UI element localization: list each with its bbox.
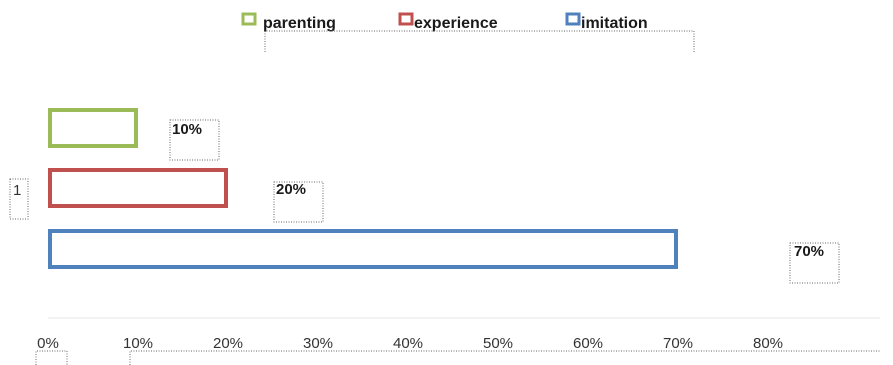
legend-label-parenting: parenting bbox=[263, 15, 336, 32]
legend-swatch-experience bbox=[398, 12, 414, 26]
data-label-experience: 20% bbox=[276, 181, 306, 198]
x-tick-label: 20% bbox=[213, 335, 243, 352]
x-tick-label: 50% bbox=[483, 335, 513, 352]
data-label-frame-experience bbox=[273, 181, 324, 223]
bar-parenting bbox=[48, 108, 138, 148]
x-tick-label: 0% bbox=[37, 335, 59, 352]
bar-imitation bbox=[48, 229, 678, 269]
legend: parenting experience imitation bbox=[241, 12, 695, 52]
data-label-frame-parenting bbox=[169, 119, 220, 161]
x-tick-frame bbox=[129, 350, 880, 365]
bar-experience bbox=[48, 168, 228, 208]
x-tick-label: 80% bbox=[753, 335, 783, 352]
legend-swatch-parenting bbox=[241, 12, 257, 26]
x-tick-label: 40% bbox=[393, 335, 423, 352]
data-label-frame-imitation bbox=[789, 242, 840, 284]
category-label-frame bbox=[9, 178, 29, 220]
x-tick-label: 30% bbox=[303, 335, 333, 352]
data-labels: 10% 20% 70% bbox=[169, 119, 840, 284]
y-axis: 1 bbox=[9, 178, 29, 220]
data-label-imitation: 70% bbox=[794, 243, 824, 260]
x-tick-label: 60% bbox=[573, 335, 603, 352]
category-label: 1 bbox=[13, 182, 21, 199]
legend-label-experience: experience bbox=[414, 15, 498, 32]
legend-label-imitation: imitation bbox=[581, 15, 648, 32]
bars bbox=[48, 108, 678, 269]
x-tick-label: 70% bbox=[663, 335, 693, 352]
x-tick-label: 10% bbox=[123, 335, 153, 352]
legend-swatch-imitation bbox=[565, 12, 581, 26]
legend-frame bbox=[264, 30, 695, 52]
x-axis: 0% 10% 20% 30% 40% 50% 60% 70% 80% bbox=[35, 317, 880, 365]
data-label-parenting: 10% bbox=[172, 121, 202, 138]
x-tick-frame bbox=[35, 350, 68, 365]
